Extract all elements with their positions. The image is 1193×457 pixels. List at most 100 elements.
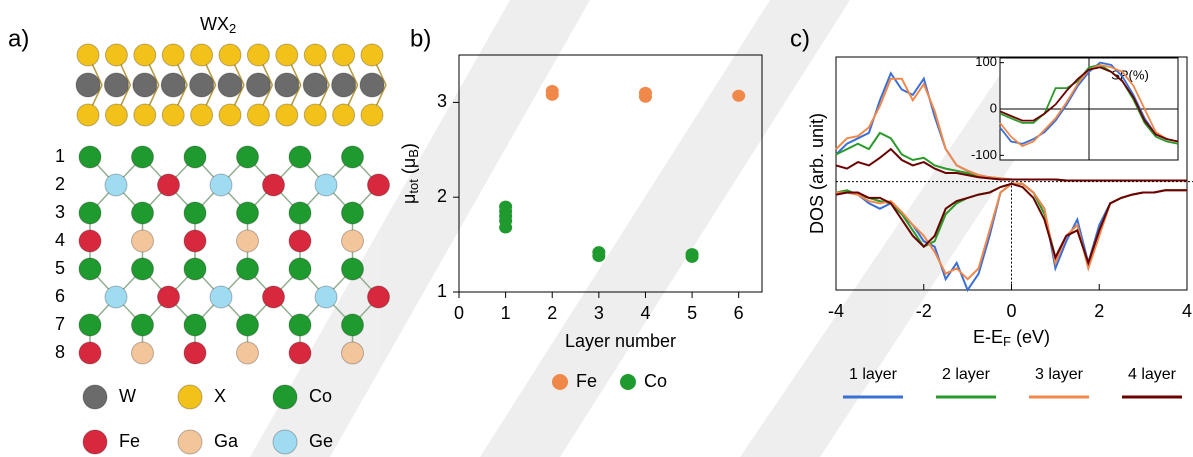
- atom: [236, 313, 259, 337]
- atom: [314, 173, 338, 197]
- data-line: [999, 66, 1179, 143]
- x-tick-label: 2: [1094, 301, 1104, 321]
- data-point: [732, 89, 746, 102]
- atom: [131, 313, 154, 337]
- atom: [75, 72, 101, 98]
- atom: [131, 229, 154, 253]
- atom: [275, 103, 299, 127]
- legend-label: X: [214, 386, 226, 406]
- x-axis-title: Layer number: [565, 331, 676, 351]
- legend-label: 2 layer: [942, 366, 991, 383]
- y-tick-label: 2: [437, 186, 447, 206]
- atom: [341, 229, 364, 253]
- atom: [288, 201, 312, 225]
- atom: [78, 145, 102, 169]
- data-point: [499, 200, 513, 213]
- legend-label: Co: [644, 371, 667, 391]
- layer-label: 6: [55, 286, 65, 306]
- data-line: [835, 147, 1187, 182]
- atom: [217, 72, 243, 98]
- atom: [359, 72, 385, 98]
- atom: [78, 257, 102, 281]
- y-axis-title-part: μ: [399, 194, 419, 204]
- atom: [131, 257, 154, 281]
- y-axis-title-part: (μ: [399, 158, 419, 179]
- watermark-stripe: [480, 0, 850, 457]
- atom: [78, 313, 102, 337]
- layer-label: 8: [55, 342, 65, 362]
- atom: [236, 341, 259, 365]
- data-point: [638, 86, 652, 99]
- structure-title-part: 2: [229, 21, 236, 36]
- structure-title: WX2: [200, 14, 236, 37]
- y-axis-title: DOS (arb. unit): [807, 113, 827, 234]
- layer-label: 5: [55, 258, 65, 278]
- atom: [183, 341, 207, 365]
- atom: [331, 72, 357, 98]
- x-tick-label: 6: [734, 303, 744, 323]
- panel-label: b): [410, 25, 431, 52]
- x-tick-label: -2: [916, 301, 932, 321]
- watermark-stripe: [740, 60, 1080, 457]
- atom: [341, 341, 364, 365]
- atom: [131, 201, 154, 225]
- y-axis-title-part: B: [406, 149, 421, 158]
- atom: [275, 43, 299, 67]
- atom: [104, 285, 128, 309]
- legend-atom: [272, 384, 298, 410]
- x-tick-label: 5: [687, 303, 697, 323]
- x-tick-label: 3: [594, 303, 604, 323]
- atom: [288, 229, 312, 253]
- atom: [161, 43, 185, 67]
- atom: [157, 285, 180, 309]
- atom: [104, 173, 128, 197]
- atom: [189, 72, 215, 98]
- legend-atom: [82, 384, 108, 410]
- x-axis-title: E-EF (eV): [973, 327, 1050, 350]
- atom: [288, 341, 312, 365]
- atom: [302, 72, 328, 98]
- atom: [303, 43, 327, 67]
- legend-label: Ga: [214, 431, 239, 451]
- atom: [341, 201, 364, 225]
- layer-label: 7: [55, 314, 65, 334]
- atom: [209, 173, 233, 197]
- atom: [246, 103, 270, 127]
- atom: [76, 43, 100, 67]
- atom: [183, 229, 207, 253]
- atom: [245, 72, 271, 98]
- data-line: [999, 61, 1179, 145]
- atom: [303, 103, 327, 127]
- x-tick-label: 0: [454, 303, 464, 323]
- legend-atom: [177, 429, 203, 455]
- data-line: [999, 64, 1179, 145]
- legend-atom: [272, 429, 298, 455]
- atom: [332, 43, 356, 67]
- atom: [236, 229, 259, 253]
- atom: [218, 103, 242, 127]
- y-tick-label: 3: [437, 91, 447, 111]
- x-axis-title-part: F: [1003, 334, 1011, 349]
- layer-label: 3: [55, 202, 65, 222]
- legend-label: 4 layer: [1128, 366, 1177, 383]
- atom: [367, 285, 390, 309]
- atom: [131, 145, 154, 169]
- atom: [76, 103, 100, 127]
- atom: [104, 103, 128, 127]
- data-line: [835, 182, 1187, 267]
- atom: [133, 43, 157, 67]
- panel-label: c): [790, 25, 810, 52]
- atom: [160, 72, 186, 98]
- x-tick-label: 4: [1182, 301, 1192, 321]
- atom: [103, 72, 129, 98]
- atom: [341, 257, 364, 281]
- x-tick-label: 0: [1006, 301, 1016, 321]
- atom: [274, 72, 300, 98]
- x-axis-title-part: E-E: [973, 327, 1003, 347]
- data-point: [592, 246, 606, 259]
- legend-label: 1 layer: [849, 366, 898, 383]
- atom: [332, 103, 356, 127]
- atom: [236, 201, 259, 225]
- x-tick-label: 4: [640, 303, 650, 323]
